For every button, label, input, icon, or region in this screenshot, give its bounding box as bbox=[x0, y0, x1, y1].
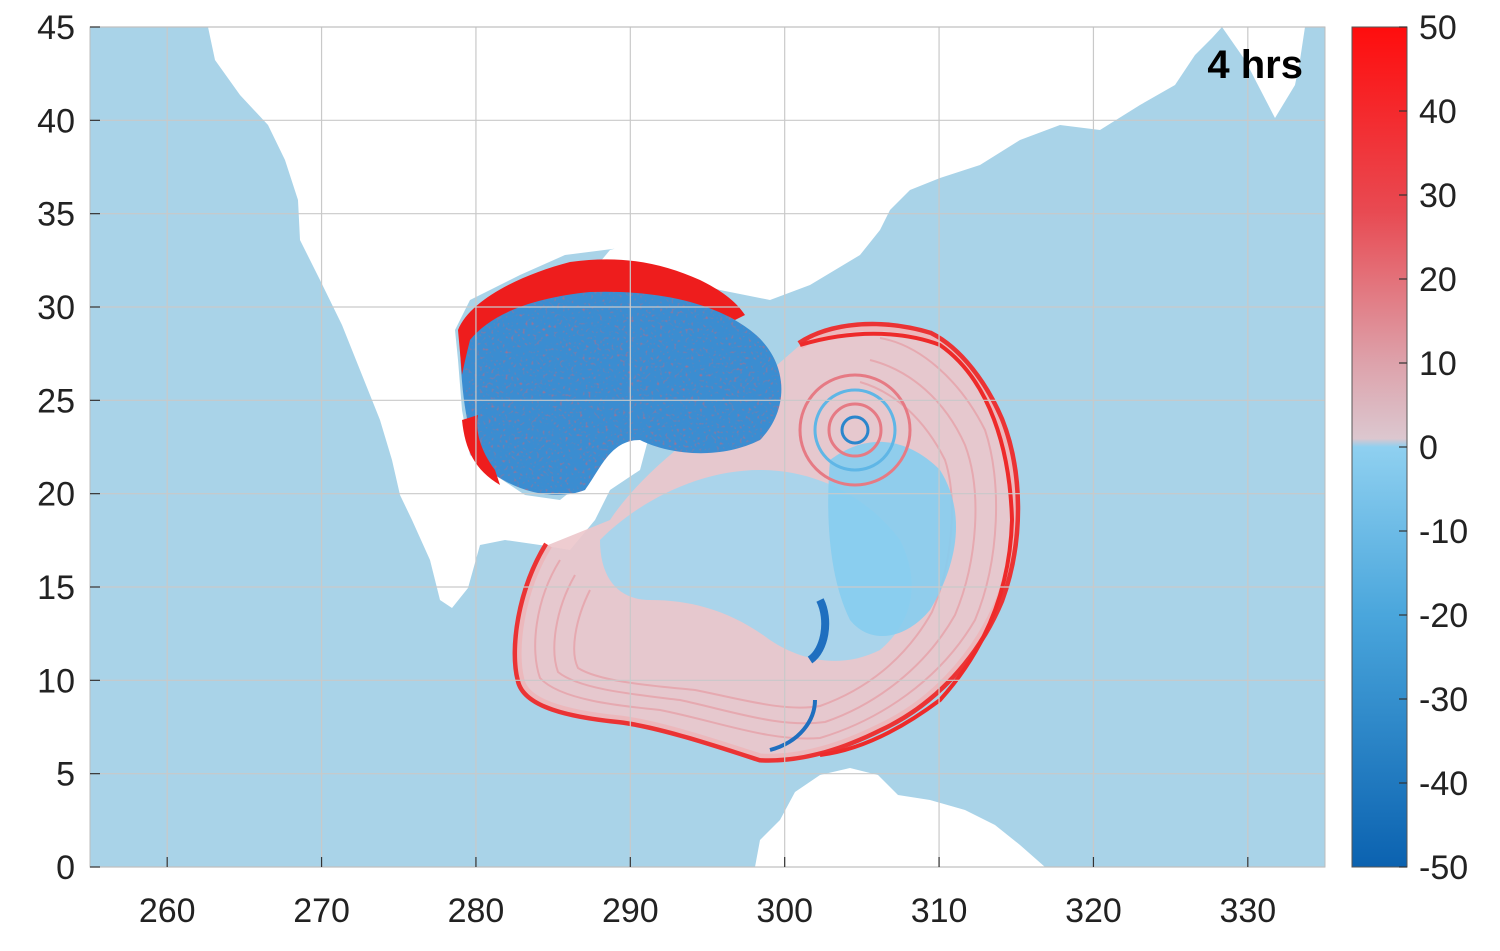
wave-front-east-red bbox=[799, 331, 1015, 757]
x-tick-label: 270 bbox=[293, 892, 350, 930]
y-tick-label: 5 bbox=[56, 756, 75, 794]
plot-frame bbox=[89, 26, 1326, 868]
x-tick-label: 330 bbox=[1219, 892, 1276, 930]
land-layer bbox=[208, 27, 1305, 867]
colorbar-tick-label: -20 bbox=[1419, 597, 1468, 635]
wave-front-west bbox=[462, 415, 500, 485]
colorbar: 50 40 30 20 10 0 -10 -20 -30 -40 -50 bbox=[1351, 9, 1468, 887]
colorbar-tick-label: 0 bbox=[1419, 429, 1438, 467]
y-tick-label: 25 bbox=[37, 382, 75, 420]
y-tick-label: 30 bbox=[37, 289, 75, 327]
x-axis: 260 270 280 290 300 310 320 330 bbox=[139, 857, 1276, 930]
y-tick-label: 20 bbox=[37, 476, 75, 514]
x-tick-label: 320 bbox=[1065, 892, 1122, 930]
y-tick-label: 0 bbox=[56, 849, 75, 887]
land-mass-south bbox=[755, 768, 1045, 867]
colorbar-tick-label: 50 bbox=[1419, 9, 1457, 47]
y-tick-label: 45 bbox=[37, 9, 75, 47]
colorbar-tick-label: 20 bbox=[1419, 261, 1457, 299]
y-tick-label: 15 bbox=[37, 569, 75, 607]
time-annotation: 4 hrs bbox=[1207, 43, 1303, 87]
y-tick-label: 35 bbox=[37, 196, 75, 234]
wave-front-north bbox=[458, 259, 745, 375]
colorbar-tick-label: -40 bbox=[1419, 765, 1468, 803]
colorbar-tick-label: -10 bbox=[1419, 513, 1468, 551]
wave-crest-eastern-edge bbox=[769, 699, 817, 752]
x-tick-label: 290 bbox=[602, 892, 659, 930]
colorbar-tick-label: 10 bbox=[1419, 345, 1457, 383]
x-tick-label: 280 bbox=[448, 892, 505, 930]
land-mass-northeast bbox=[1222, 27, 1305, 118]
y-tick-label: 10 bbox=[37, 662, 75, 700]
plot-area: 4 hrs bbox=[89, 26, 1326, 868]
wave-eddy bbox=[798, 373, 912, 487]
colorbar-tick-label: 40 bbox=[1419, 93, 1457, 131]
wave-trough-streak bbox=[807, 598, 830, 664]
land-mass-north bbox=[208, 27, 1222, 608]
colorbar-ticks: 50 40 30 20 10 0 -10 -20 -30 -40 -50 bbox=[1399, 9, 1468, 887]
x-tick-label: 260 bbox=[139, 892, 196, 930]
colorbar-tick-label: -50 bbox=[1419, 849, 1468, 887]
wave-field bbox=[458, 259, 1021, 763]
colorbar-tick-label: -30 bbox=[1419, 681, 1468, 719]
colorbar-scale bbox=[1351, 26, 1408, 868]
x-tick-label: 300 bbox=[756, 892, 813, 930]
colorbar-tick-label: 30 bbox=[1419, 177, 1457, 215]
x-tick-label: 310 bbox=[911, 892, 968, 930]
y-tick-label: 40 bbox=[37, 102, 75, 140]
y-axis: 0 5 10 15 20 25 30 35 40 45 bbox=[37, 9, 100, 887]
